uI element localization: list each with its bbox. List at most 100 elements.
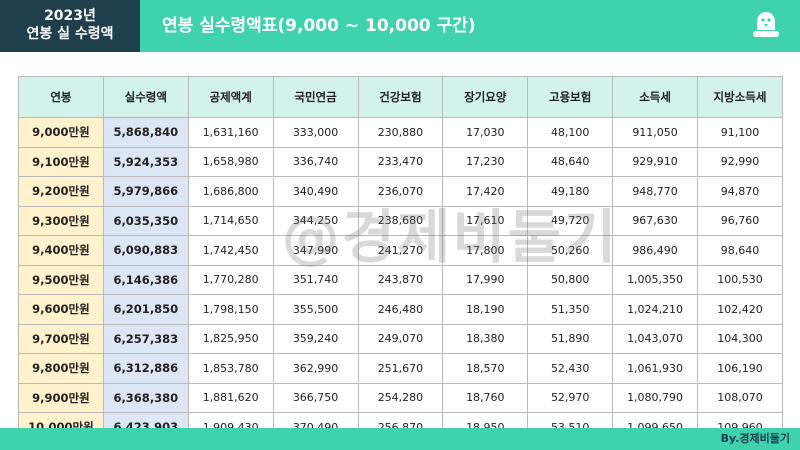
table-cell: 48,100 (527, 117, 614, 148)
table-cell: 51,350 (527, 294, 614, 325)
net-pay-cell: 6,090,883 (102, 235, 189, 266)
table-cell: 347,990 (272, 235, 359, 266)
column-header: 공제액계 (187, 76, 274, 118)
table-cell: 233,470 (357, 146, 444, 177)
net-pay-cell: 6,257,383 (102, 323, 189, 354)
table-cell: 986,490 (612, 235, 698, 266)
table-cell: 17,230 (442, 146, 529, 177)
table-cell: 1,825,950 (187, 323, 274, 354)
table-cell: 106,190 (697, 353, 783, 384)
table-cell: 94,870 (697, 176, 783, 207)
table-cell: 355,500 (272, 294, 359, 325)
column-header: 소득세 (612, 76, 698, 118)
table-row: 9,000만원 5,868,840 1,631,160 333,000 230,880 1… (18, 117, 783, 148)
salary-cell: 9,000만원 (18, 117, 104, 148)
table-cell: 52,430 (527, 353, 614, 384)
table-cell: 359,240 (272, 323, 359, 354)
footer-bar: By.경제비둘기 (0, 428, 800, 450)
table-row: 9,700만원 6,257,383 1,825,950 359,240 249,070 1… (18, 323, 783, 354)
net-pay-cell: 5,979,866 (102, 176, 189, 207)
badge-subtitle: 연봉 실 수령액 (26, 26, 114, 42)
column-header: 장기요양 (442, 76, 529, 118)
year-badge: 2023년 연봉 실 수령액 (0, 0, 140, 52)
net-pay-cell: 5,924,353 (102, 146, 189, 177)
table-row: 9,900만원 6,368,380 1,881,620 366,750 254,280 1… (18, 382, 783, 413)
table-cell: 51,890 (527, 323, 614, 354)
table-cell: 91,100 (697, 117, 783, 148)
table-cell: 17,030 (442, 117, 529, 148)
table-cell: 18,760 (442, 382, 529, 413)
bird-icon (753, 12, 779, 37)
column-header: 고용보험 (527, 76, 614, 118)
column-header: 건강보험 (357, 76, 444, 118)
table-row: 9,600만원 6,201,850 1,798,150 355,500 246,480 1… (18, 294, 783, 325)
salary-cell: 9,700만원 (18, 323, 104, 354)
table-cell: 18,380 (442, 323, 529, 354)
table-cell: 1,631,160 (187, 117, 274, 148)
table-cell: 104,300 (697, 323, 783, 354)
table-cell: 967,630 (612, 205, 698, 236)
page-title: 연봉 실수령액표(9,000 ~ 10,000 구간) (162, 16, 476, 36)
table-cell: 96,760 (697, 205, 783, 236)
table-cell: 333,000 (272, 117, 359, 148)
footer-brand: By.경제비둘기 (720, 432, 790, 445)
table-cell: 52,970 (527, 382, 614, 413)
salary-cell: 9,100만원 (18, 146, 104, 177)
table-header-row: 연봉 실수령액 공제액계 국민연금 건강보험 장기요양 고용보험 소득세 지방소… (18, 76, 783, 118)
table-cell: 50,800 (527, 264, 614, 295)
table-cell: 49,720 (527, 205, 614, 236)
net-pay-cell: 6,035,350 (102, 205, 189, 236)
table-cell: 340,490 (272, 176, 359, 207)
table-row: 9,300만원 6,035,350 1,714,650 344,250 238,680 1… (18, 205, 783, 236)
table-cell: 238,680 (357, 205, 444, 236)
salary-cell: 9,200만원 (18, 176, 104, 207)
table-cell: 1,061,930 (612, 353, 698, 384)
table-cell: 100,530 (697, 264, 783, 295)
table-cell: 1,770,280 (187, 264, 274, 295)
salary-cell: 9,400만원 (18, 235, 104, 266)
salary-cell: 9,900만원 (18, 382, 104, 413)
table-cell: 911,050 (612, 117, 698, 148)
table-cell: 236,070 (357, 176, 444, 207)
table-cell: 351,740 (272, 264, 359, 295)
column-header: 국민연금 (272, 76, 359, 118)
table-cell: 1,005,350 (612, 264, 698, 295)
table-cell: 1,881,620 (187, 382, 274, 413)
table-cell: 17,610 (442, 205, 529, 236)
table-cell: 108,070 (697, 382, 783, 413)
table-row: 9,400만원 6,090,883 1,742,450 347,990 241,270 1… (18, 235, 783, 266)
column-header: 실수령액 (102, 76, 189, 118)
table-cell: 1,686,800 (187, 176, 274, 207)
net-pay-cell: 6,201,850 (102, 294, 189, 325)
header-bar: 2023년 연봉 실 수령액 연봉 실수령액표(9,000 ~ 10,000 구… (0, 0, 800, 52)
table-cell: 254,280 (357, 382, 444, 413)
net-pay-cell: 6,146,386 (102, 264, 189, 295)
table-row: 9,100만원 5,924,353 1,658,980 336,740 233,470 1… (18, 146, 783, 177)
table-cell: 48,640 (527, 146, 614, 177)
table-cell: 1,043,070 (612, 323, 698, 354)
table-cell: 18,570 (442, 353, 529, 384)
salary-table-wrapper: 연봉 실수령액 공제액계 국민연금 건강보험 장기요양 고용보험 소득세 지방소… (18, 76, 783, 443)
salary-cell: 9,800만원 (18, 353, 104, 384)
table-cell: 362,990 (272, 353, 359, 384)
table-cell: 18,190 (442, 294, 529, 325)
table-row: 9,500만원 6,146,386 1,770,280 351,740 243,870 1… (18, 264, 783, 295)
salary-table: 연봉 실수령액 공제액계 국민연금 건강보험 장기요양 고용보험 소득세 지방소… (18, 76, 783, 443)
table-cell: 249,070 (357, 323, 444, 354)
column-header: 연봉 (18, 76, 104, 118)
table-cell: 366,750 (272, 382, 359, 413)
net-pay-cell: 6,368,380 (102, 382, 189, 413)
salary-cell: 9,600만원 (18, 294, 104, 325)
table-cell: 50,260 (527, 235, 614, 266)
table-cell: 243,870 (357, 264, 444, 295)
table-cell: 241,270 (357, 235, 444, 266)
table-cell: 1,658,980 (187, 146, 274, 177)
table-cell: 17,990 (442, 264, 529, 295)
net-pay-cell: 6,312,886 (102, 353, 189, 384)
table-cell: 98,640 (697, 235, 783, 266)
salary-cell: 9,300만원 (18, 205, 104, 236)
table-cell: 336,740 (272, 146, 359, 177)
table-cell: 102,420 (697, 294, 783, 325)
table-cell: 1,853,780 (187, 353, 274, 384)
column-header: 지방소득세 (697, 76, 783, 118)
